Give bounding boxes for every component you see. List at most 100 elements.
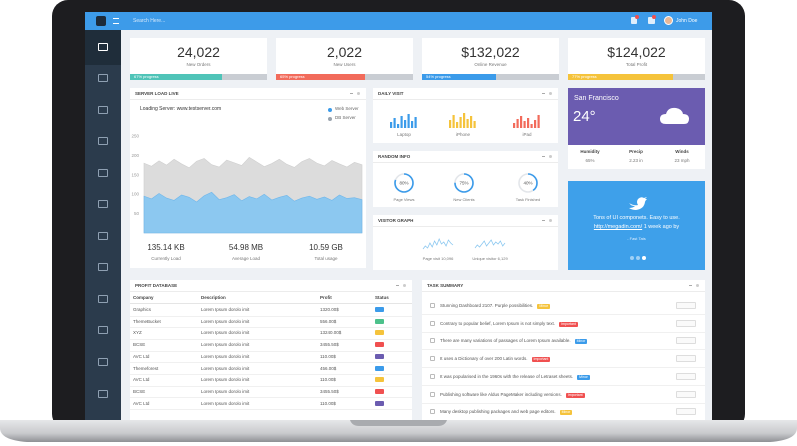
task-action[interactable] <box>676 355 696 363</box>
sparkline <box>474 239 506 249</box>
task-action[interactable] <box>676 372 696 380</box>
sidebar-icon[interactable] <box>98 200 108 208</box>
y-tick-label: 50 <box>134 211 140 216</box>
task-checkbox[interactable] <box>430 391 435 397</box>
stat-value: 10.59 GB <box>309 243 343 252</box>
header-rule <box>130 303 412 304</box>
y-tick-label: 150 <box>131 172 139 177</box>
panel-close[interactable] <box>549 219 552 222</box>
task-text: Stunning Dashboard 2107. Purple possibil… <box>440 303 534 308</box>
sidebar-icon[interactable] <box>98 232 108 240</box>
task-checkbox[interactable] <box>430 338 435 344</box>
sidebar-icon[interactable] <box>98 326 108 334</box>
task-checkbox[interactable] <box>430 373 435 379</box>
panel-close[interactable] <box>549 92 552 95</box>
stat-card: $132,022 Online Revenue 54% progress <box>422 38 559 80</box>
ring-label: New Clients <box>453 197 474 202</box>
search-box[interactable]: Search Here... <box>133 18 166 24</box>
carousel-dot[interactable] <box>642 256 646 260</box>
logo[interactable] <box>96 16 106 26</box>
task-checkbox[interactable] <box>430 356 435 362</box>
task-checkbox[interactable] <box>430 303 435 308</box>
carousel-dot[interactable] <box>636 256 640 260</box>
task-action[interactable] <box>676 390 696 398</box>
panel-collapse[interactable] <box>542 156 545 158</box>
notification-icon[interactable] <box>631 17 637 24</box>
sidebar-icon[interactable] <box>98 43 108 51</box>
task-text: It uses a Dictionary of over 200 Latin w… <box>440 356 528 362</box>
message-icon[interactable] <box>648 17 655 24</box>
panel-close[interactable] <box>357 92 360 95</box>
panel-collapse[interactable] <box>689 285 692 287</box>
panel-graphic <box>660 107 689 124</box>
sidebar-icon[interactable] <box>98 169 108 177</box>
panel-title: TASK SUMMARY <box>427 283 464 288</box>
bar <box>534 120 537 128</box>
sidebar-icon[interactable] <box>98 137 108 145</box>
stat-label: Total Profit <box>625 62 648 67</box>
sidebar-icon[interactable] <box>98 358 108 366</box>
bar <box>407 114 410 128</box>
sidebar-active <box>85 30 121 65</box>
panel-collapse[interactable] <box>542 220 545 222</box>
bar <box>393 118 396 128</box>
table-cell: 13240.00$ <box>320 330 342 336</box>
table-cell: Lorem Ipsum dorolo imit <box>201 342 250 348</box>
task-row: It uses a Dictionary of over 200 Latin w… <box>440 355 551 363</box>
user-name[interactable]: John Doe <box>676 18 698 24</box>
task-action[interactable] <box>676 319 696 327</box>
panel-collapse[interactable] <box>542 93 545 95</box>
stat-card: 24,022 New Orders 67% progress <box>130 38 267 80</box>
bar <box>516 119 519 128</box>
status-badge <box>375 330 384 336</box>
sidebar-icon[interactable] <box>98 295 108 303</box>
progress-fill <box>422 74 496 80</box>
panel-header <box>422 280 705 292</box>
task-row: Publishing software like Aldus PageMaker… <box>440 391 585 398</box>
panel-graphic: Laptop iPhone iPad <box>390 113 540 137</box>
carousel-dot[interactable] <box>630 256 634 260</box>
temperature: 24° <box>573 108 596 125</box>
panel-graphic: 80% Page Views 75% New Clients 40% Task Finis… <box>393 173 540 202</box>
task-checkbox[interactable] <box>430 320 435 326</box>
visitor-graph-panel: VISITOR GRAPH Page visit 10,096 Unique vis… <box>373 215 558 270</box>
sidebar-icon[interactable] <box>98 390 108 398</box>
bar <box>456 122 459 128</box>
panel-close[interactable] <box>549 155 552 158</box>
row-rule <box>130 327 412 329</box>
sidebar-icon[interactable] <box>98 263 108 271</box>
server-load-chart: 50 100 150 200 250 <box>131 134 363 234</box>
sidebar-icon[interactable] <box>98 106 108 114</box>
menu-toggle[interactable] <box>113 18 119 24</box>
panel-collapse[interactable] <box>350 93 353 95</box>
tweet-link[interactable]: http://megadin.com/ <box>593 224 643 230</box>
task-action[interactable] <box>676 302 696 309</box>
table-cell: AVC Ltd <box>133 353 150 359</box>
progress-fill <box>130 74 222 80</box>
panel-graphic: Page visit 10,096 Unique visitor 6,129 <box>422 237 508 261</box>
task-tag: Important <box>531 357 551 363</box>
panel-close[interactable] <box>696 284 699 287</box>
sparkline <box>422 237 454 250</box>
stat-label: Average Load <box>232 256 260 261</box>
task-action[interactable] <box>676 408 696 416</box>
progress-fill <box>276 74 366 80</box>
status-badge <box>375 342 384 348</box>
task-row: Many desktop publishing packages and web… <box>440 408 573 416</box>
task-action[interactable] <box>676 337 696 345</box>
panel-header <box>130 88 366 100</box>
sidebar-icon[interactable] <box>98 74 108 82</box>
panel-collapse[interactable] <box>396 285 399 287</box>
weather-panel: San Francisco 24° Humidity 65% Precip 2.23 in… <box>568 88 705 169</box>
stat-value: $124,022 <box>607 44 666 60</box>
sidebar <box>85 30 121 420</box>
bar <box>390 122 393 128</box>
table-cell: ThemeBucket <box>133 318 161 324</box>
task-checkbox[interactable] <box>430 409 435 415</box>
row-rule <box>422 331 705 333</box>
avatar[interactable] <box>664 16 673 25</box>
tweet-author: - Fast Tats <box>627 236 646 241</box>
panel-close[interactable] <box>403 284 406 287</box>
task-tag: Minor <box>577 374 590 380</box>
panel-title: SERVER LOAD LIVE <box>135 91 179 96</box>
